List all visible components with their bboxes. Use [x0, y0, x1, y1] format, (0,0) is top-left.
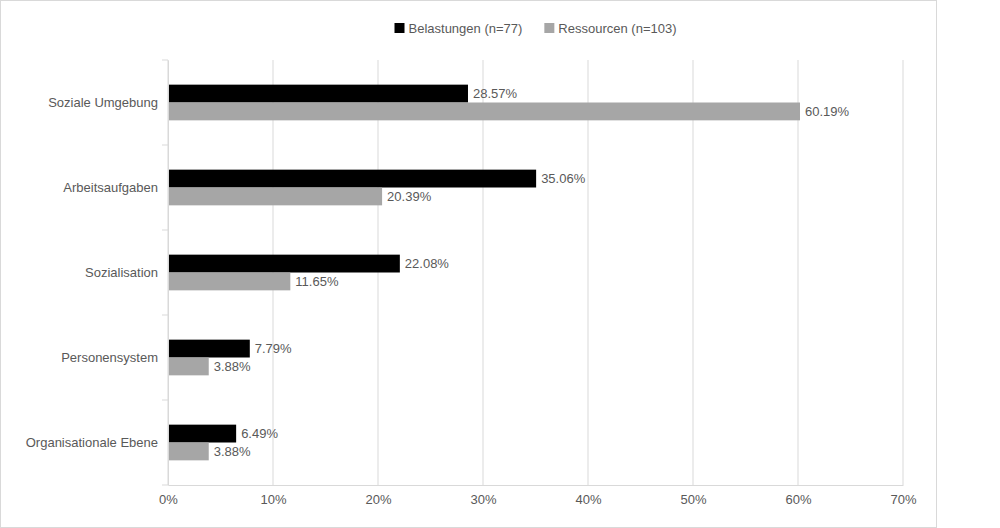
y-tick: Personensystem [61, 350, 168, 365]
y-tick-label: Soziale Umgebung [48, 95, 158, 110]
x-tick-label: 60% [785, 492, 811, 507]
y-axis: Soziale Umgebung Arbeitsaufgaben Sozialisa… [26, 60, 169, 486]
legend-label: Ressourcen (n=103) [558, 21, 676, 36]
bar [168, 358, 209, 376]
bar [168, 273, 290, 291]
y-tick-label: Sozialisation [85, 265, 158, 280]
x-tick: 30% [470, 485, 496, 507]
category-separators [162, 60, 168, 485]
chart-frame [1, 1, 937, 528]
x-tick-label: 50% [680, 492, 706, 507]
y-tick: Organisationale Ebene [26, 435, 168, 450]
bar [168, 443, 209, 461]
grid-line [798, 60, 799, 485]
legend-item: Belastungen (n=77) [395, 21, 523, 36]
category-separator [162, 400, 168, 401]
data-label: 3.88% [214, 359, 251, 374]
y-tick: Arbeitsaufgaben [63, 180, 168, 195]
category-separator [162, 230, 168, 231]
data-label: 22.08% [405, 256, 450, 271]
grid [168, 60, 903, 485]
x-tick-label: 70% [890, 492, 916, 507]
plot: 28.57% 35.06% 22.08% 7.79% 6.49% 60.19% 20.39%… [26, 60, 917, 507]
x-tick: 40% [575, 485, 601, 507]
category-separator [162, 485, 168, 486]
x-tick-label: 0% [159, 492, 178, 507]
x-tick: 20% [365, 485, 391, 507]
legend-label: Belastungen (n=77) [409, 21, 523, 36]
bar [168, 188, 382, 206]
y-tick: Soziale Umgebung [48, 95, 168, 110]
data-label: 60.19% [805, 104, 850, 119]
bars [168, 85, 800, 461]
data-label: 28.57% [473, 86, 518, 101]
chart: 28.57% 35.06% 22.08% 7.79% 6.49% 60.19% 20.39%… [0, 0, 1000, 528]
x-tick-label: 10% [260, 492, 286, 507]
x-tick: 10% [260, 485, 286, 507]
x-tick-label: 30% [470, 492, 496, 507]
x-tick: 60% [785, 485, 811, 507]
bar [168, 170, 536, 188]
bar [168, 340, 250, 358]
y-axis-line [168, 61, 169, 486]
x-tick: 0% [159, 485, 178, 507]
grid-line [588, 60, 589, 485]
x-tick-label: 20% [365, 492, 391, 507]
data-label: 20.39% [387, 189, 432, 204]
grid-line [903, 60, 904, 485]
y-tick-label: Personensystem [61, 350, 158, 365]
y-tick-label: Organisationale Ebene [26, 435, 158, 450]
category-separator [162, 315, 168, 316]
bar [168, 425, 236, 443]
legend-swatch [544, 23, 554, 33]
x-axis: 0% 10% 20% 30% 40% 50% 60% 70% [159, 485, 917, 507]
bar [168, 85, 468, 103]
bar [168, 255, 400, 273]
category-separator [162, 60, 168, 61]
bar [168, 103, 800, 121]
y-tick-label: Arbeitsaufgaben [63, 180, 158, 195]
y-tick: Sozialisation [85, 265, 168, 280]
data-label: 3.88% [214, 444, 251, 459]
x-tick: 70% [890, 485, 916, 507]
legend-item: Ressourcen (n=103) [544, 21, 676, 36]
data-label: 6.49% [241, 426, 278, 441]
legend: Belastungen (n=77) Ressourcen (n=103) [395, 21, 677, 36]
data-labels: 28.57% 35.06% 22.08% 7.79% 6.49% 60.19% 20.39%… [214, 86, 850, 459]
category-separator [162, 145, 168, 146]
x-tick: 50% [680, 485, 706, 507]
grid-line [483, 60, 484, 485]
grid-line [168, 60, 169, 485]
x-tick-label: 40% [575, 492, 601, 507]
data-label: 35.06% [541, 171, 586, 186]
data-label: 7.79% [255, 341, 292, 356]
data-label: 11.65% [295, 274, 339, 289]
legend-swatch [395, 23, 405, 33]
x-axis-line [169, 485, 904, 486]
grid-line [693, 60, 694, 485]
